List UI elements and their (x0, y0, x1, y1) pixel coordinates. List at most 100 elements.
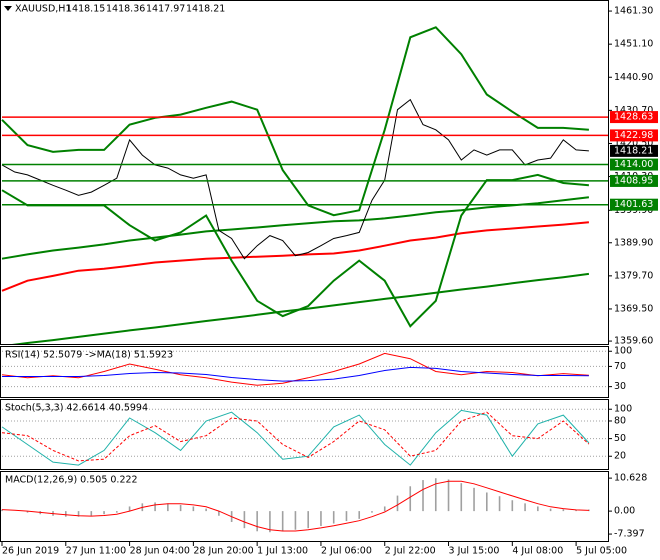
y-tick-label: 1389.90 (614, 237, 653, 248)
x-tick-label: 26 Jun 2019 (2, 546, 59, 557)
level-label: 1428.63 (614, 112, 653, 123)
series-line (1, 409, 590, 466)
chart-title: XAUUSD,H1 (15, 4, 71, 15)
histogram-bar (434, 478, 437, 512)
x-tick-label: 28 Jun 20:00 (193, 546, 253, 557)
ohlc-value: 1418.36 (106, 4, 145, 15)
y-tick-label: 10.628 (614, 473, 647, 484)
histogram-bar (103, 511, 105, 515)
y-tick-label: -7.397 (614, 529, 645, 540)
x-tick-label: 5 Jul 05:00 (576, 546, 627, 557)
level-label-box (610, 129, 658, 142)
histogram-bar (498, 496, 501, 512)
rsi-panel (0, 346, 609, 398)
ohlc-value: 1418.21 (186, 4, 225, 15)
ohlc-value: 1417.97 (146, 4, 185, 15)
y-tick-label: 1430.70 (614, 105, 653, 116)
histogram-bar (537, 506, 539, 512)
histogram-bar (511, 500, 514, 512)
indicator-title: MACD(12,26,9) 0.505 0.222 (5, 475, 138, 486)
ohlc-value: 1418.15 (66, 4, 105, 15)
y-tick-label: 30 (614, 381, 626, 392)
y-tick-label: 100 (614, 346, 632, 357)
series-line (1, 196, 590, 260)
histogram-bar (396, 495, 399, 512)
histogram-bar (90, 511, 93, 516)
histogram-bar (1, 509, 3, 512)
macd-panel (0, 471, 609, 542)
current-price-label: 1418.21 (614, 145, 653, 156)
histogram-bar (281, 511, 284, 532)
y-tick-label: 80 (614, 415, 626, 426)
price-label-box (610, 144, 658, 157)
level-label-box (610, 111, 658, 124)
histogram-bar (269, 511, 271, 533)
level-label: 1408.95 (614, 175, 653, 186)
y-tick-label: 1379.70 (614, 270, 653, 281)
histogram-bar (320, 511, 322, 527)
histogram-bar (243, 511, 246, 529)
y-tick-label: 20 (614, 451, 626, 462)
series-line (1, 411, 590, 462)
y-tick-label: 100 (614, 404, 632, 415)
histogram-bar (409, 486, 412, 512)
x-tick-label: 3 Jul 15:00 (449, 546, 500, 557)
histogram-bar (26, 511, 29, 513)
histogram-bar (128, 506, 131, 512)
indicator-title: RSI(14) 52.5079 ->MA(18) 51.5923 (5, 350, 173, 361)
y-tick-label: 1440.90 (614, 72, 653, 83)
y-tick-label: 1461.30 (614, 6, 653, 17)
histogram-bar (64, 511, 67, 517)
series-line (2, 366, 589, 382)
level-label-box (610, 198, 658, 211)
plot-area (1, 408, 608, 466)
level-label: 1401.63 (614, 199, 653, 210)
series-line (1, 26, 589, 217)
x-tick-label: 1 Jul 13:00 (257, 546, 308, 557)
x-tick-label: 2 Jul 06:00 (321, 546, 372, 557)
histogram-bar (447, 479, 450, 512)
plot-area (1, 350, 608, 388)
histogram-bar (562, 509, 565, 512)
histogram-bar (192, 506, 195, 512)
histogram-bar (371, 511, 373, 513)
x-tick-label: 27 Jun 11:00 (66, 546, 126, 557)
y-tick-label: 0.00 (614, 506, 635, 517)
y-tick-label: 1420.50 (614, 138, 653, 149)
y-tick-label: 50 (614, 433, 626, 444)
level-label: 1422.98 (614, 130, 653, 141)
histogram-bar (218, 511, 220, 516)
histogram-bar (358, 511, 361, 519)
histogram-bar (307, 511, 309, 529)
histogram-bar (116, 511, 118, 513)
histogram-bar (524, 503, 526, 512)
y-tick-label: 1359.60 (614, 336, 653, 347)
indicator-title: Stoch(5,3,3) 42.6614 40.5994 (5, 403, 148, 414)
y-tick-label: 1451.10 (614, 39, 653, 50)
histogram-bar (383, 506, 386, 512)
y-tick-label: 70 (614, 361, 626, 372)
histogram-bar (332, 511, 335, 524)
series-line (1, 480, 589, 532)
histogram-bar (256, 511, 258, 532)
stoch-panel (0, 399, 609, 470)
price-panel (0, 0, 609, 345)
x-tick-label: 28 Jun 04:00 (130, 546, 190, 557)
histogram-bar (294, 511, 297, 530)
histogram-bar (460, 483, 463, 512)
series-line (1, 98, 589, 260)
x-tick-label: 4 Jul 08:00 (512, 546, 563, 557)
level-label-box (610, 174, 658, 187)
level-label: 1414.00 (614, 159, 653, 170)
histogram-bar (473, 487, 475, 512)
histogram-bar (345, 511, 348, 522)
histogram-bar (549, 508, 552, 512)
level-label-box (610, 158, 658, 171)
histogram-bar (179, 504, 182, 512)
histogram-bar (486, 492, 488, 512)
plot-area (1, 478, 590, 533)
histogram-bar (422, 480, 424, 512)
y-tick-label: 1369.50 (614, 303, 653, 314)
